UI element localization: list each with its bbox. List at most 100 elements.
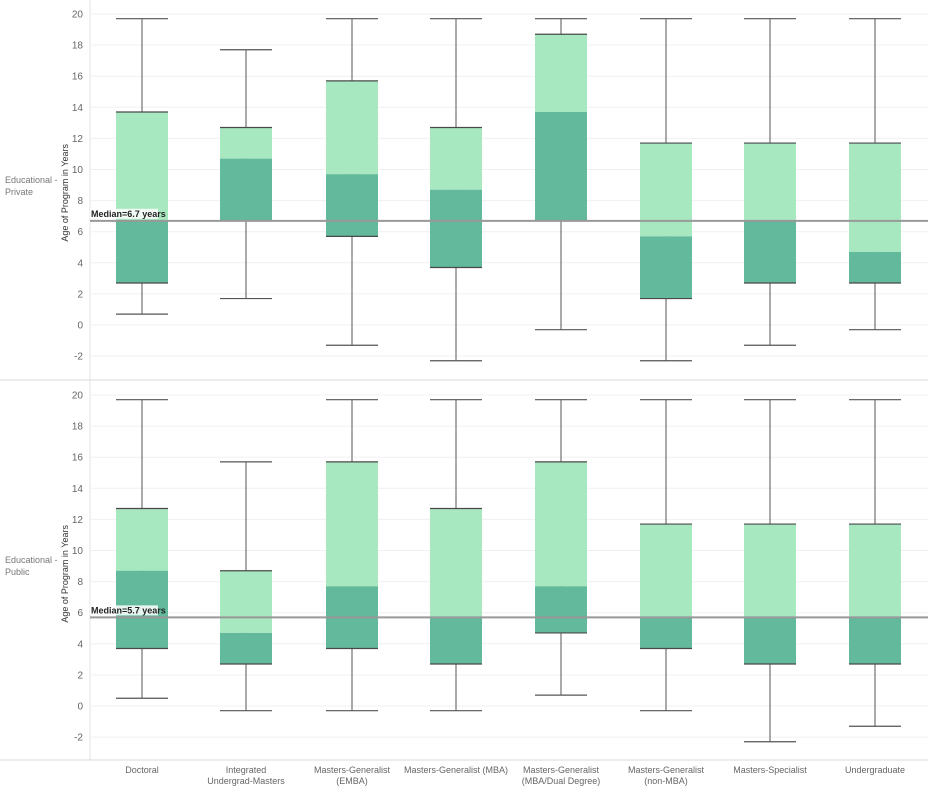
category-label: Undergraduate: [845, 765, 905, 775]
y-tick-label: -2: [74, 733, 83, 744]
y-tick-label: 2: [77, 670, 83, 681]
y-tick-label: 20: [72, 10, 84, 21]
upper-box: [220, 570, 272, 633]
upper-box: [640, 143, 692, 237]
upper-box: [326, 461, 378, 587]
reference-label: Median=6.7 years: [91, 209, 166, 219]
y-tick-label: 10: [72, 165, 84, 176]
row-label: Educational - Private: [5, 175, 58, 197]
category-label: Integrated Undergrad-Masters: [207, 765, 285, 786]
lower-box: [220, 158, 272, 221]
box-3: [326, 399, 378, 712]
lower-box: [535, 586, 587, 633]
box-4: [430, 399, 482, 712]
row-label-line: Educational -: [5, 555, 58, 565]
category-label-line: Undergrad-Masters: [207, 776, 285, 786]
category-label: Masters-Generalist (MBA): [404, 765, 508, 775]
y-tick-label: 14: [72, 103, 84, 114]
box-3: [326, 18, 378, 346]
y-tick-label: 12: [72, 134, 84, 145]
y-tick-label: 20: [72, 391, 84, 402]
box-6: [640, 18, 692, 362]
row-label-line: Public: [5, 567, 30, 577]
row-label-line: Private: [5, 187, 33, 197]
row-label: Educational - Public: [5, 555, 58, 577]
reference-label-bg: [90, 605, 158, 616]
lower-box: [220, 632, 272, 665]
y-tick-label: 6: [77, 227, 83, 238]
category-label-line: (EMBA): [336, 776, 368, 786]
y-tick-label: 14: [72, 484, 84, 495]
panel-private: -2 0 2 4 6 8 10 12 14 16 18 20 Age of Program in Yea…: [5, 10, 928, 363]
box-4: [430, 18, 482, 362]
box-5: [535, 18, 587, 331]
y-tick-label: 8: [77, 196, 83, 207]
box-8: [849, 399, 901, 727]
category-label-line: Doctoral: [125, 765, 159, 775]
lower-box: [849, 617, 901, 665]
y-tick-label: 8: [77, 577, 83, 588]
upper-box: [220, 127, 272, 159]
upper-box: [744, 143, 796, 221]
box-1: [116, 18, 168, 315]
category-label-line: (non-MBA): [644, 776, 688, 786]
upper-box: [326, 80, 378, 175]
upper-box: [116, 508, 168, 571]
lower-box: [640, 617, 692, 649]
reference-label: Median=5.7 years: [91, 605, 166, 615]
category-label: Masters-Generalist (MBA/Dual Degree): [522, 765, 601, 786]
box-1: [116, 399, 168, 699]
y-tick-label: 4: [77, 639, 83, 650]
lower-box: [744, 220, 796, 284]
upper-box: [744, 524, 796, 618]
y-tick-label: 18: [72, 422, 84, 433]
lower-box: [849, 251, 901, 284]
y-tick-label: 0: [77, 702, 83, 713]
upper-box: [849, 143, 901, 252]
category-label: Masters-Generalist (EMBA): [314, 765, 391, 786]
box-5: [535, 399, 587, 696]
y-tick-label: 6: [77, 608, 83, 619]
panel-public: -2 0 2 4 6 8 10 12 14 16 18 20 Age of Program in Yea…: [5, 391, 928, 744]
lower-box: [116, 220, 168, 284]
category-label: Masters-Specialist: [733, 765, 807, 775]
y-axis-title: Age of Program in Years: [60, 525, 70, 623]
category-label-line: Masters-Generalist (MBA): [404, 765, 508, 775]
upper-box: [535, 461, 587, 587]
category-label-line: Masters-Specialist: [733, 765, 807, 775]
y-tick-label: 4: [77, 258, 83, 269]
row-label-line: Educational -: [5, 175, 58, 185]
category-label: Masters-Generalist (non-MBA): [628, 765, 705, 786]
lower-box: [326, 174, 378, 237]
lower-box: [430, 189, 482, 268]
y-axis-title: Age of Program in Years: [60, 144, 70, 242]
box-6: [640, 399, 692, 712]
y-tick-label: 10: [72, 546, 84, 557]
y-tick-label: 0: [77, 321, 83, 332]
category-label-line: (MBA/Dual Degree): [522, 776, 601, 786]
category-label-line: Integrated: [226, 765, 267, 775]
box-7: [744, 18, 796, 346]
category-label-line: Masters-Generalist: [523, 765, 600, 775]
category-label: Doctoral: [125, 765, 159, 775]
category-label-line: Masters-Generalist: [628, 765, 705, 775]
lower-box: [640, 236, 692, 299]
box-7: [744, 399, 796, 743]
upper-box: [430, 508, 482, 618]
y-tick-label: 16: [72, 72, 84, 83]
lower-box: [535, 111, 587, 221]
y-tick-label: 18: [72, 41, 84, 52]
box-2: [220, 49, 272, 300]
category-label-line: Undergraduate: [845, 765, 905, 775]
upper-box: [535, 34, 587, 112]
upper-box: [430, 127, 482, 190]
lower-box: [430, 617, 482, 665]
box-8: [849, 18, 901, 331]
y-tick-label: 16: [72, 453, 84, 464]
lower-box: [744, 617, 796, 665]
y-tick-label: 2: [77, 289, 83, 300]
y-tick-label: -2: [74, 352, 83, 363]
box-2: [220, 461, 272, 712]
upper-box: [116, 111, 168, 221]
